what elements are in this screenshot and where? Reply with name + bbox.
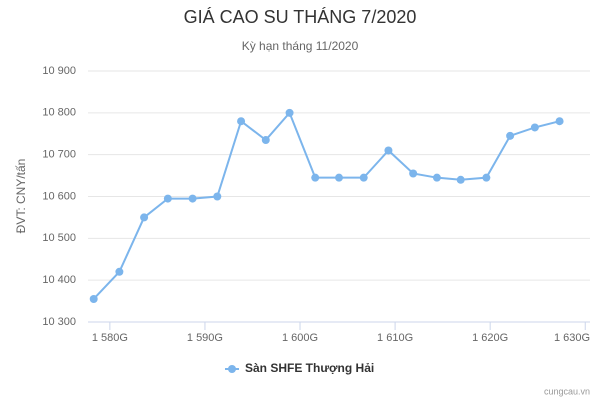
legend-marker: [228, 365, 236, 373]
y-tick-label: 10 900: [42, 65, 76, 77]
y-axis-label: ĐVT: CNY/tấn: [14, 159, 28, 234]
legend-label: Sàn SHFE Thượng Hải: [245, 361, 374, 375]
data-point: [213, 192, 222, 201]
series-line: [92, 110, 560, 300]
y-tick-label: 10 800: [42, 107, 76, 119]
chart-subtitle: Kỳ hạn tháng 11/2020: [242, 39, 359, 53]
data-point: [432, 173, 441, 182]
credits: cungcau.vn: [544, 386, 590, 396]
data-point: [506, 131, 515, 140]
y-tick-label: 10 700: [42, 149, 76, 161]
data-point: [456, 175, 465, 184]
x-tick-label: 1 610G: [377, 332, 413, 344]
data-point: [384, 146, 393, 155]
data-point: [335, 173, 343, 182]
y-tick-label: 10 600: [42, 190, 76, 202]
x-tick-label: 1 630G: [554, 332, 590, 344]
y-tick-label: 10 400: [42, 274, 76, 286]
x-tick-label: 1 590G: [187, 332, 223, 344]
data-point: [530, 123, 539, 132]
y-tick-label: 10 500: [42, 232, 76, 244]
data-point: [163, 194, 172, 203]
data-point: [89, 294, 98, 303]
data-point: [188, 194, 197, 203]
y-tick-label: 10 300: [42, 316, 76, 328]
data-point: [237, 117, 246, 126]
data-point: [409, 169, 418, 178]
x-tick-label: 1 600G: [282, 332, 318, 344]
data-point: [140, 213, 149, 222]
data-point: [359, 173, 368, 182]
x-tick-label: 1 620G: [472, 332, 508, 344]
chart-title: GIÁ CAO SU THÁNG 7/2020: [184, 7, 417, 27]
data-point: [285, 108, 294, 117]
data-point: [115, 267, 124, 276]
x-tick-label: 1 580G: [92, 332, 128, 344]
data-point: [482, 173, 491, 182]
data-point: [555, 117, 564, 126]
data-point: [261, 136, 270, 145]
data-point: [311, 173, 320, 182]
